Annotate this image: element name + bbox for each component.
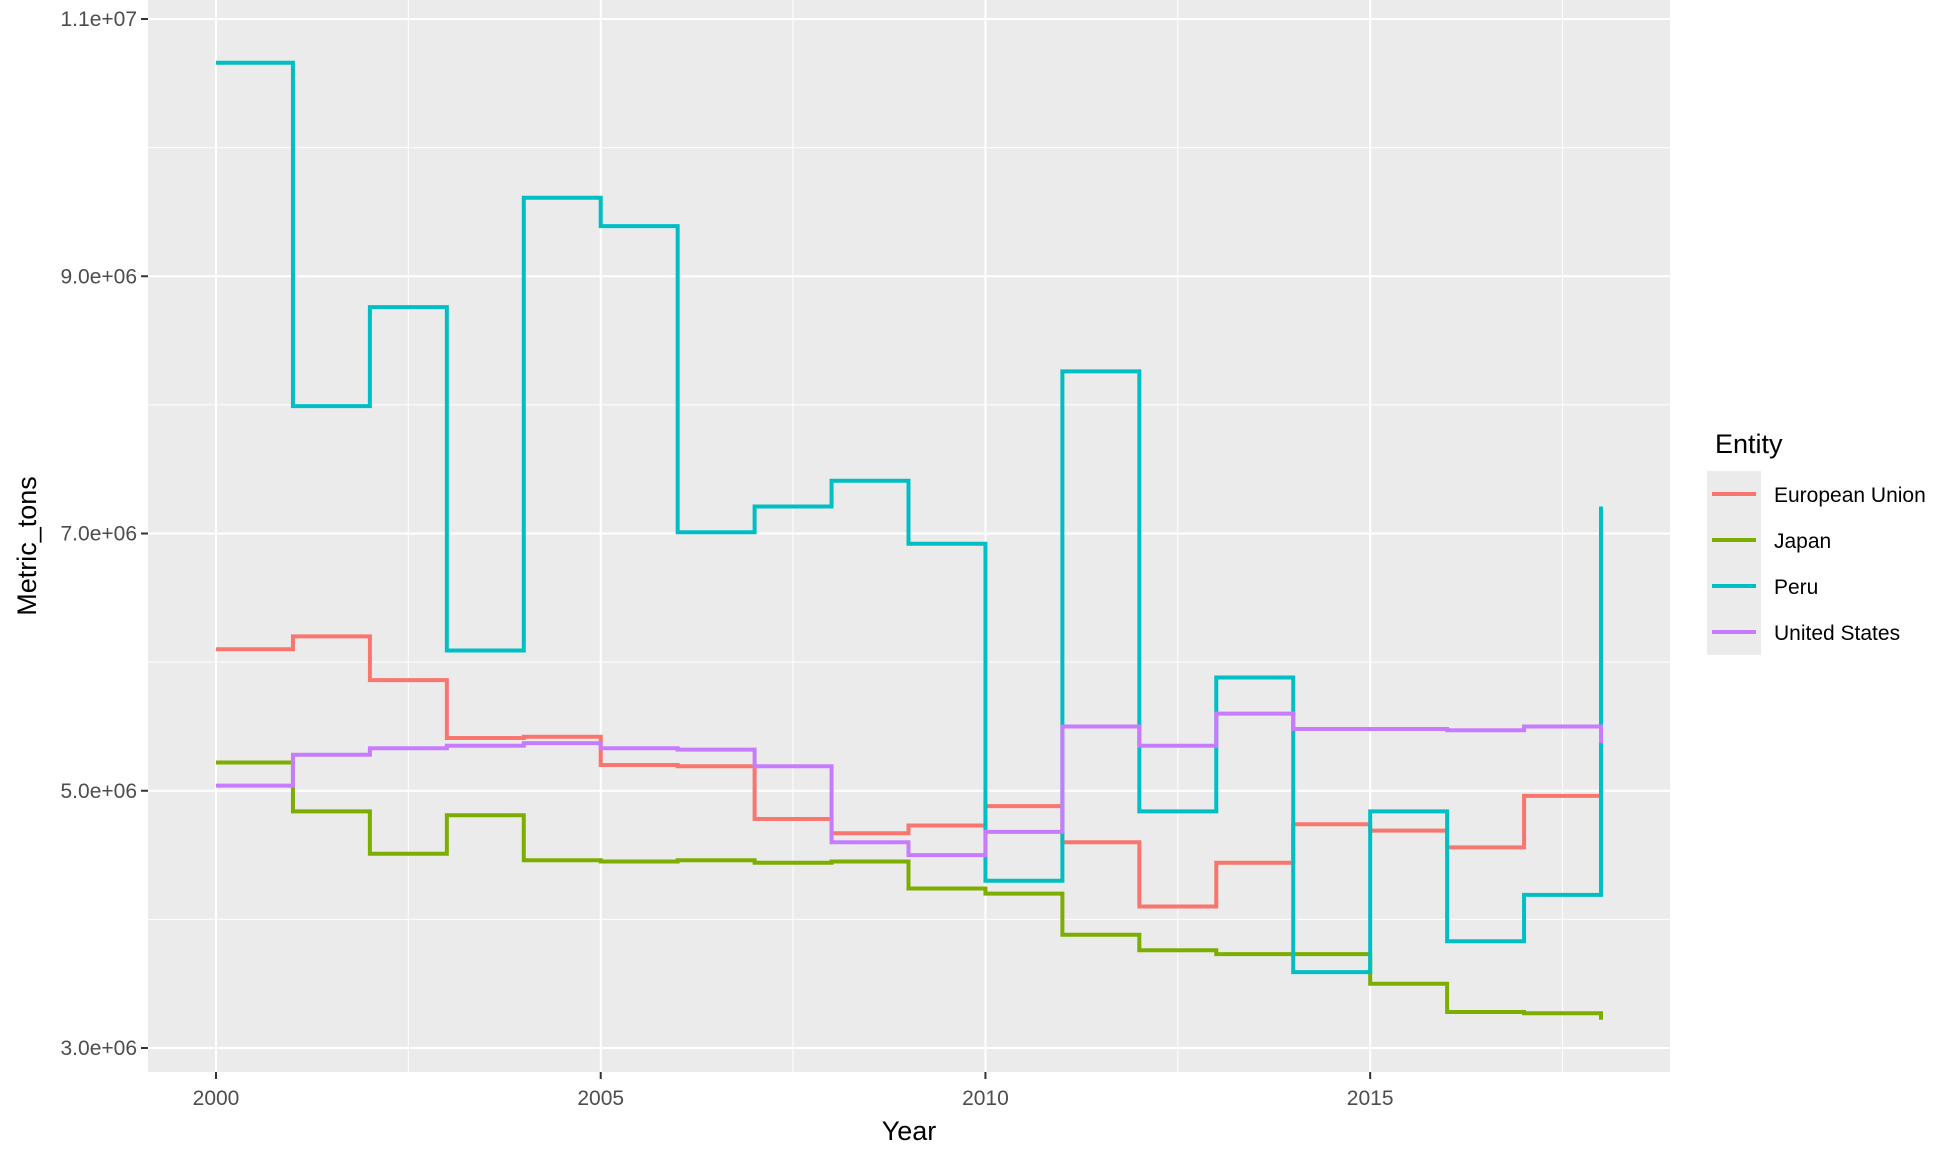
y-axis: 3.0e+06 5.0e+06 7.0e+06 9.0e+06 1.1e+07	[61, 8, 148, 1060]
series-line-japan	[216, 760, 1603, 1020]
x-axis-title: Year	[882, 1116, 937, 1146]
y-tick-label: 5.0e+06	[61, 780, 138, 803]
x-tick-label: 2010	[962, 1087, 1009, 1110]
y-tick-label: 3.0e+06	[61, 1037, 138, 1060]
y-axis-title: Metric_tons	[12, 476, 42, 616]
series-line-united-states	[216, 711, 1603, 858]
legend-key-background	[1707, 471, 1761, 655]
series-line-peru	[216, 60, 1603, 975]
x-axis: 2000 2005 2010 2015	[193, 1072, 1394, 1110]
legend-label-japan: Japan	[1774, 530, 1831, 553]
x-tick-label: 2005	[577, 1087, 624, 1110]
x-tick-label: 2000	[193, 1087, 240, 1110]
legend-title: Entity	[1715, 429, 1783, 459]
legend: Entity European Union Japan Peru United Sta…	[1707, 429, 1926, 655]
legend-label-european-union: European Union	[1774, 484, 1926, 507]
y-tick-label: 1.1e+07	[61, 8, 138, 31]
y-tick-label: 9.0e+06	[61, 265, 138, 288]
legend-label-peru: Peru	[1774, 576, 1818, 599]
series-layer	[216, 60, 1603, 1020]
legend-items: European Union Japan Peru United States	[1707, 471, 1926, 655]
legend-label-united-states: United States	[1774, 622, 1900, 645]
y-tick-label: 7.0e+06	[61, 523, 138, 546]
x-tick-label: 2015	[1347, 1087, 1394, 1110]
